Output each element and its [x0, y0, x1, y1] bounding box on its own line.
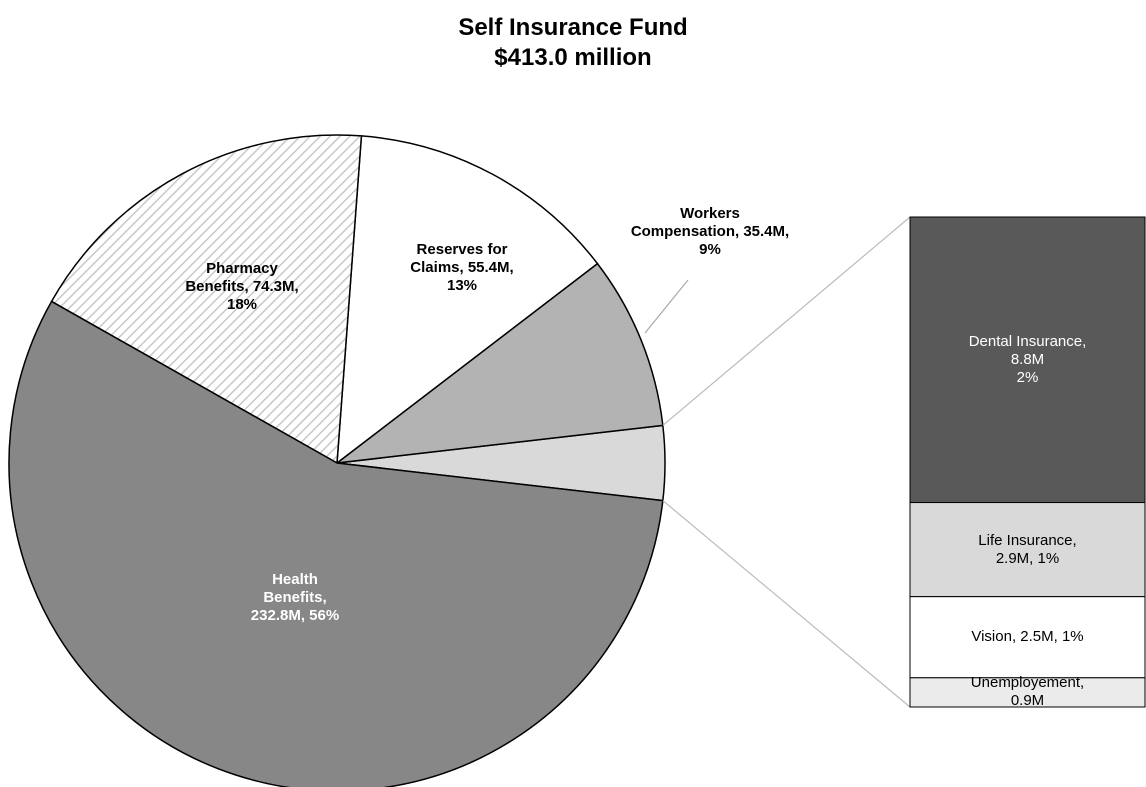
pie-slice	[336, 135, 599, 465]
data-label: Reserves for Claims, 55.4M, 13%	[410, 241, 514, 294]
pie-slice	[334, 262, 664, 465]
bar-segment	[909, 596, 1146, 679]
pie-slice	[50, 134, 363, 465]
data-label: Dental Insurance, 8.8M 2%	[968, 332, 1087, 386]
pie-slice	[8, 300, 664, 787]
bar-segment	[909, 502, 1146, 598]
chart-title: Self Insurance Fund	[458, 14, 688, 41]
bar-segment	[909, 216, 1146, 504]
data-label: Workers Compensation, 35.4M, 9%	[630, 205, 790, 258]
data-label: Life Insurance, 2.9M, 1%	[978, 531, 1077, 567]
connector-line	[662, 216, 911, 426]
bar-segment	[909, 677, 1146, 708]
data-label: Health Benefits, 232.8M, 56%	[250, 571, 340, 624]
data-label: Pharmacy Benefits, 74.3M, 18%	[185, 260, 299, 313]
data-label: Vision, 2.5M, 1%	[971, 628, 1084, 646]
chart-subtitle: $413.0 million	[494, 44, 652, 71]
leader-line	[644, 279, 689, 334]
connector-line	[662, 500, 911, 708]
data-label: Unemployement, 0.9M	[970, 674, 1085, 710]
